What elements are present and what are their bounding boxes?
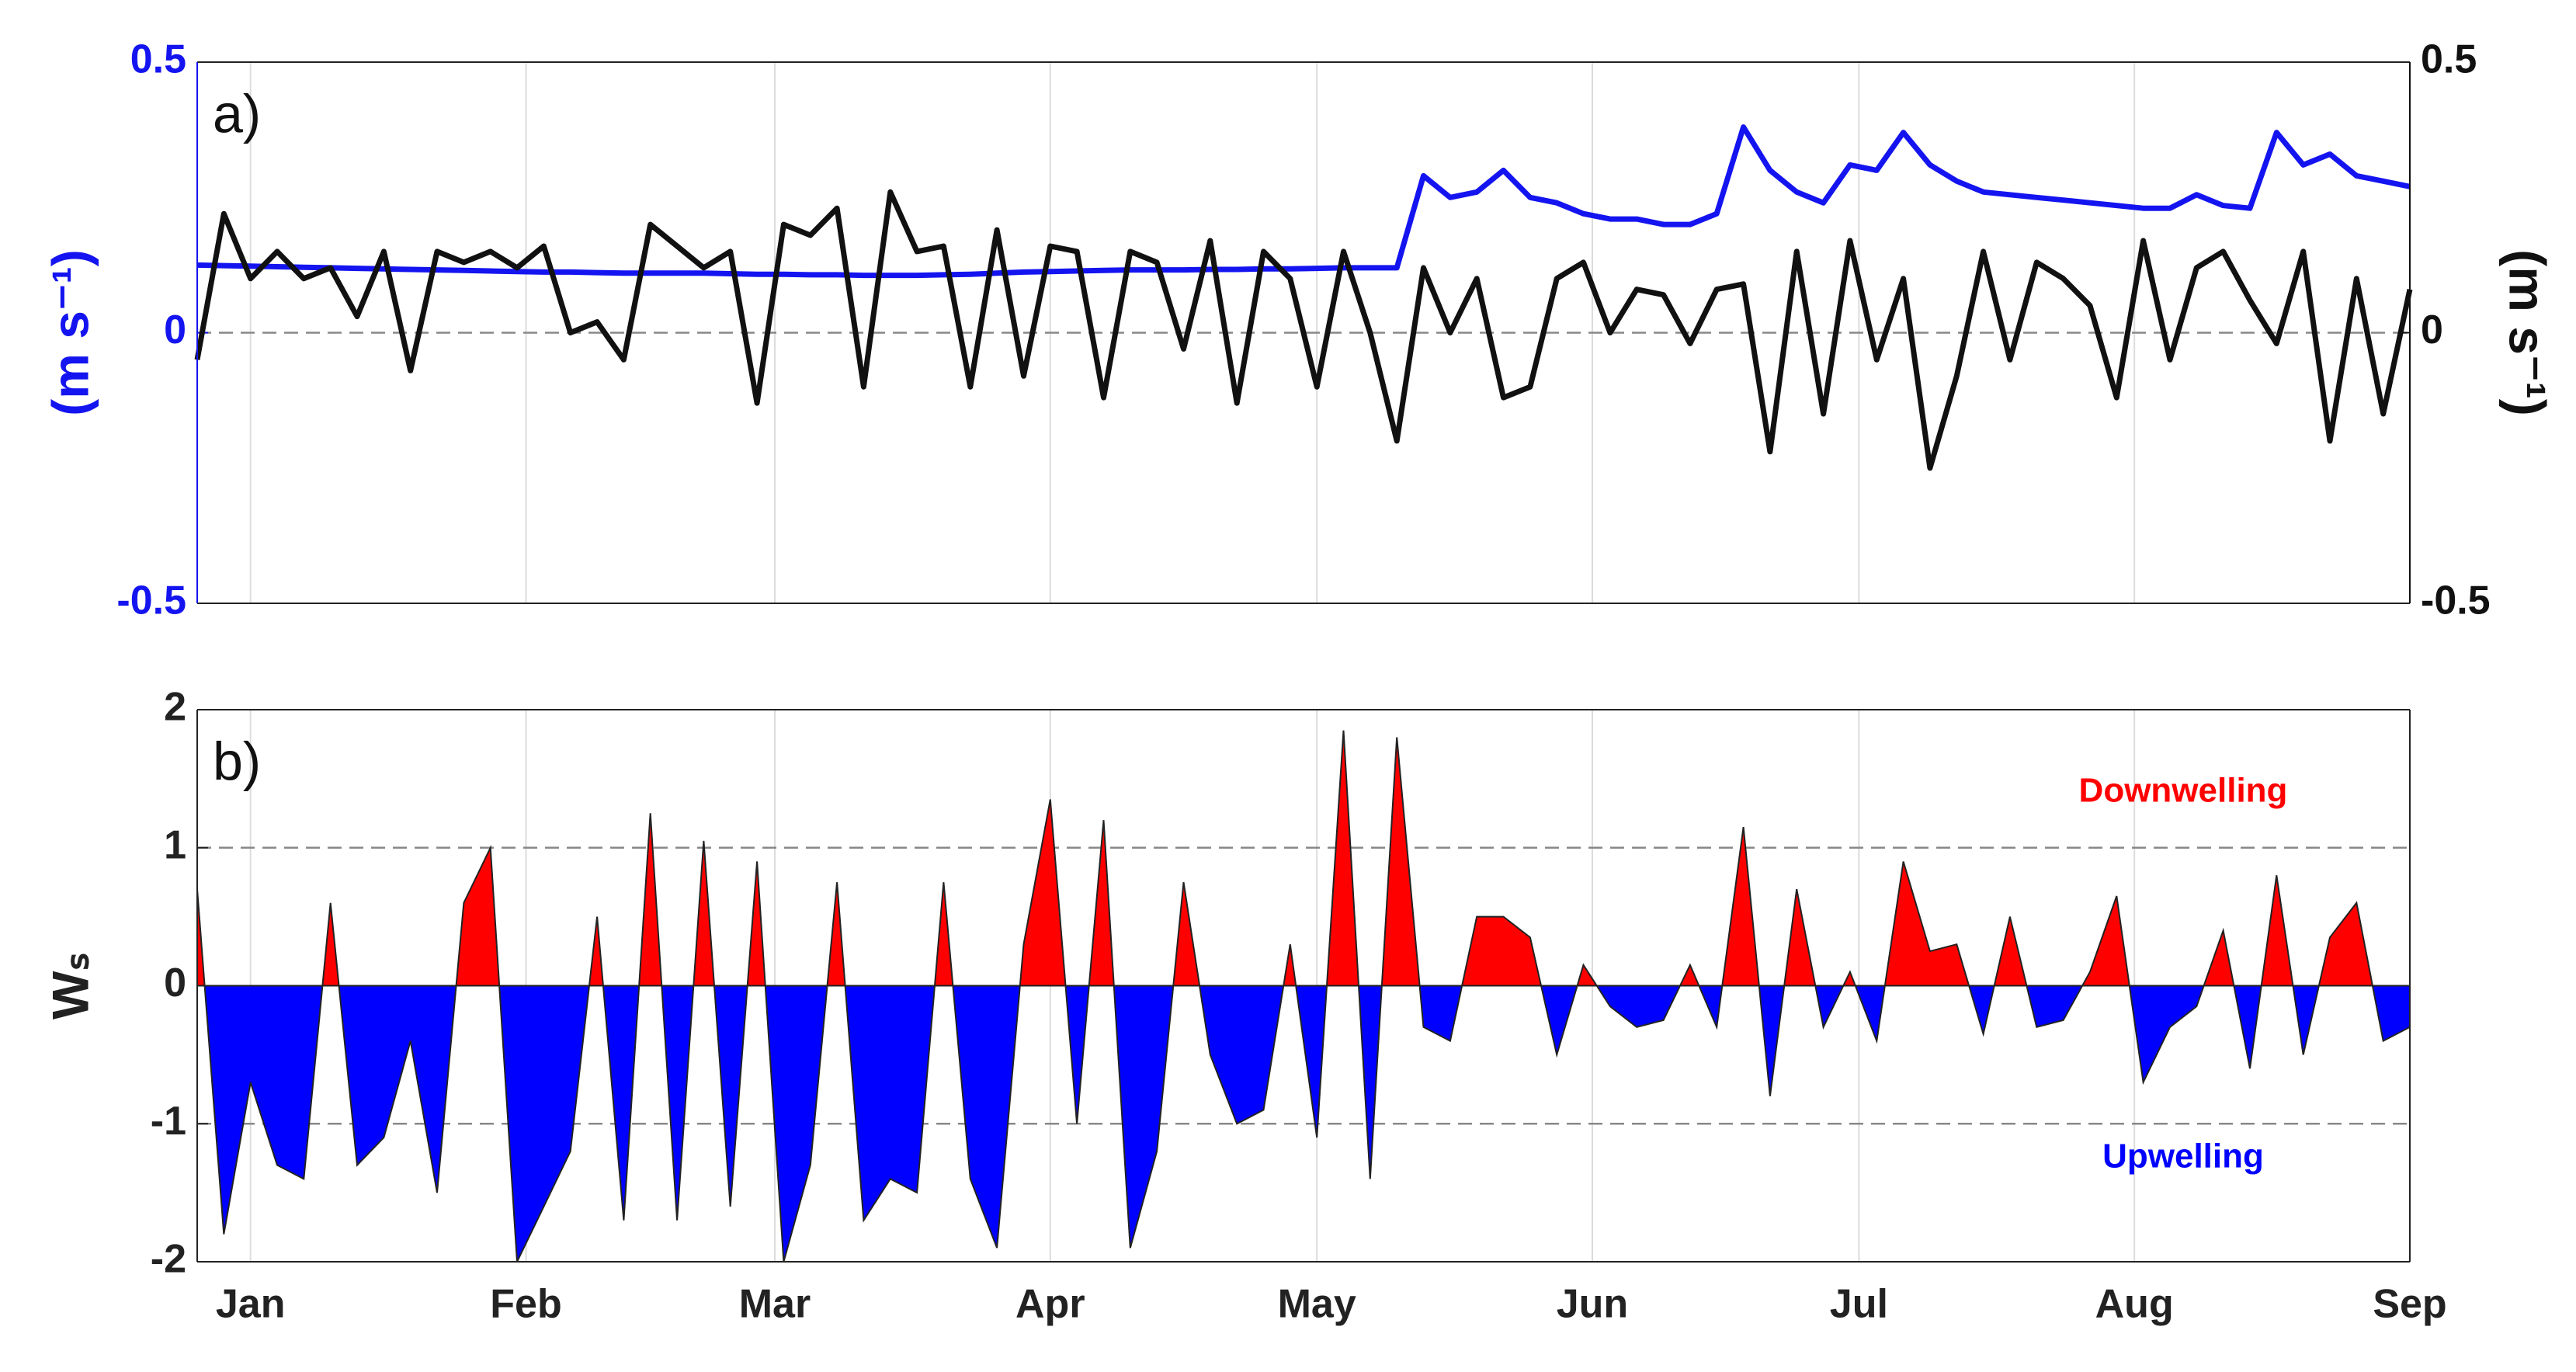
data-line bbox=[194, 189, 2413, 471]
x-tick-label: Apr bbox=[1015, 1282, 1085, 1327]
y-tick-label: -0.5 bbox=[116, 578, 186, 623]
annotation-negative: Upwelling bbox=[2102, 1137, 2264, 1175]
panel-label: b) bbox=[213, 731, 261, 791]
y-axis-label: Wₛ bbox=[41, 952, 99, 1019]
y-tick-label: 2 bbox=[164, 685, 186, 730]
x-tick-label: Aug bbox=[2095, 1282, 2174, 1327]
y-tick-label: -1 bbox=[151, 1099, 186, 1144]
y-tick-label: 1 bbox=[164, 822, 186, 867]
x-tick-label: May bbox=[1278, 1282, 1356, 1327]
x-tick-label: Mar bbox=[739, 1282, 811, 1327]
x-tick-label: Jun bbox=[1557, 1282, 1628, 1327]
y2-tick-label: 0 bbox=[2421, 307, 2443, 353]
data-line bbox=[196, 124, 2411, 279]
y-tick-label: -2 bbox=[151, 1237, 186, 1282]
y2-tick-label: 0.5 bbox=[2421, 37, 2477, 82]
x-tick-label: Jul bbox=[1830, 1282, 1888, 1327]
x-tick-label: Jan bbox=[216, 1282, 286, 1327]
negative-area bbox=[197, 985, 2410, 1262]
annotation-positive: Downwelling bbox=[2079, 771, 2288, 809]
y-axis-label: (m s⁻¹) bbox=[41, 249, 99, 416]
y2-tick-label: -0.5 bbox=[2421, 578, 2491, 623]
y-tick-label: 0 bbox=[164, 307, 186, 353]
x-tick-label: Feb bbox=[490, 1282, 561, 1327]
panel-label: a) bbox=[213, 83, 261, 144]
y2-axis-label: (m s⁻¹) bbox=[2499, 249, 2557, 416]
y-tick-label: 0 bbox=[164, 960, 186, 1006]
y-tick-label: 0.5 bbox=[130, 37, 186, 82]
x-tick-label: Sep bbox=[2373, 1282, 2446, 1327]
